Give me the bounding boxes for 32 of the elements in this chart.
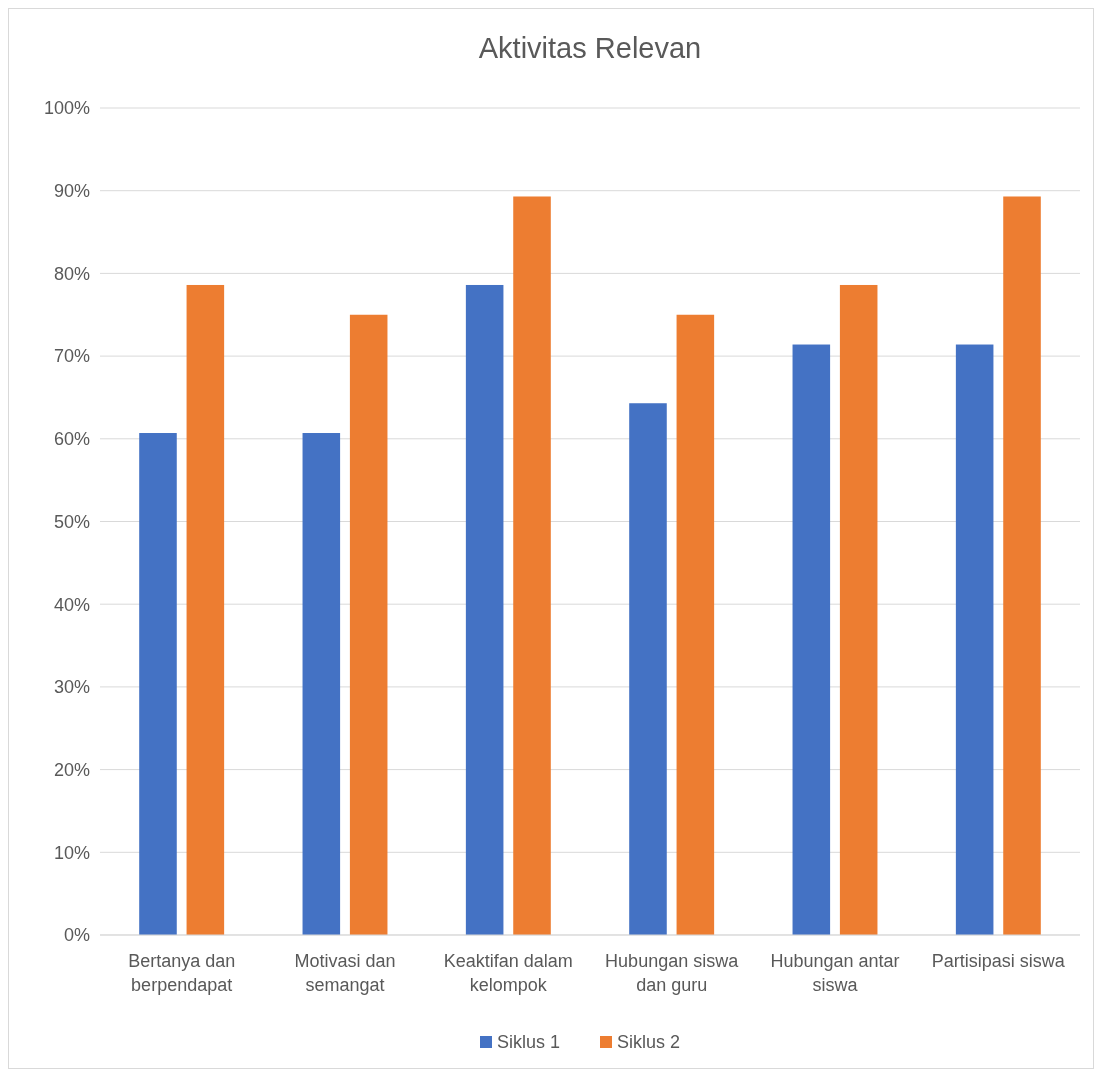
x-tick-label: Hubungan siswa dan guru — [605, 951, 740, 995]
bar — [955, 344, 994, 935]
y-tick-label: 40% — [53, 594, 90, 615]
y-tick-label: 70% — [53, 346, 90, 367]
y-tick-label: 30% — [53, 677, 90, 698]
bar — [676, 314, 715, 935]
x-tick-label: Motivasi dan semangat — [294, 951, 396, 995]
bar — [465, 284, 504, 935]
legend-label: Siklus 1 — [497, 1032, 561, 1053]
x-tick-label: Partisipasi siswa — [931, 951, 1066, 971]
bar — [1003, 196, 1041, 935]
bar — [629, 403, 667, 935]
x-tick-label: Bertanya dan berpendapat — [128, 951, 236, 995]
y-tick-label: 60% — [53, 429, 90, 450]
bar — [792, 344, 831, 935]
bar — [139, 433, 177, 935]
bar — [349, 314, 388, 935]
bar — [186, 284, 225, 935]
y-tick-label: 50% — [53, 511, 90, 532]
y-tick-label: 90% — [53, 181, 90, 201]
x-tick-label: Hubungan antar siswa — [770, 951, 900, 995]
y-tick-label: 0% — [63, 925, 90, 946]
bar — [839, 284, 878, 935]
y-tick-label: 100% — [43, 98, 90, 119]
y-tick-label: 80% — [53, 263, 90, 284]
legend-label: Siklus 2 — [617, 1032, 681, 1053]
x-tick-label: Keaktifan dalam kelompok — [443, 951, 573, 995]
bar — [513, 196, 551, 935]
chart-title: Aktivitas Relevan — [478, 32, 702, 64]
bar — [302, 433, 341, 935]
y-tick-label: 10% — [53, 842, 90, 863]
y-tick-label: 20% — [53, 759, 90, 780]
